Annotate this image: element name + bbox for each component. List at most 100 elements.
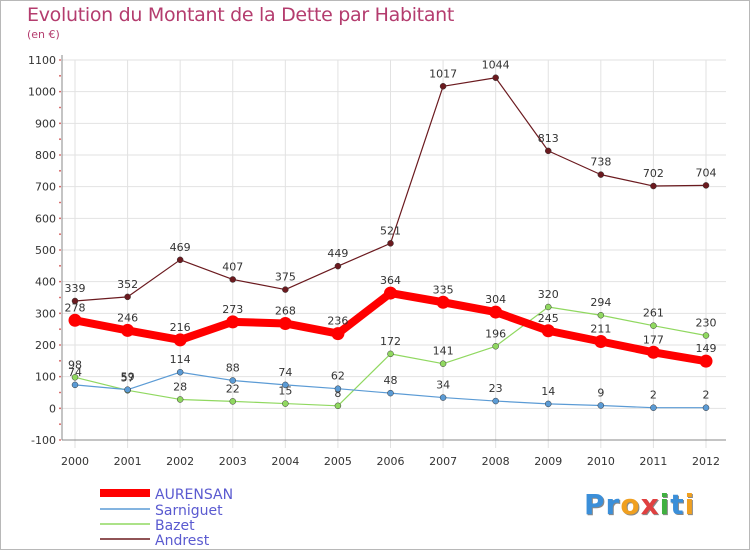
data-label: 62 <box>331 370 345 383</box>
data-label: 364 <box>380 274 401 287</box>
y-minor-tick <box>59 391 61 394</box>
y-tick-label: 300 <box>35 307 56 320</box>
data-label: 177 <box>643 333 664 346</box>
data-label: 320 <box>538 288 559 301</box>
data-point <box>334 385 342 392</box>
data-label: 8 <box>334 387 341 400</box>
y-minor-tick <box>59 439 61 441</box>
data-label: 34 <box>436 379 450 392</box>
data-label: 2 <box>703 389 710 402</box>
y-minor-tick <box>59 328 61 331</box>
x-tick-label: 2008 <box>482 455 510 468</box>
data-point <box>229 276 236 283</box>
y-minor-tick <box>59 185 61 188</box>
data-label: 278 <box>65 301 86 314</box>
data-label: 98 <box>68 358 82 371</box>
data-point <box>229 377 236 384</box>
data-label: 469 <box>170 241 191 254</box>
data-point <box>594 335 608 349</box>
y-tick-label: 100 <box>35 371 56 384</box>
data-label: 149 <box>696 342 717 355</box>
data-point <box>597 311 605 319</box>
y-minor-tick <box>59 233 61 236</box>
data-point <box>650 182 657 190</box>
y-tick-label: 600 <box>35 212 56 225</box>
data-label: 246 <box>117 311 138 324</box>
y-minor-tick <box>59 122 61 125</box>
y-minor-tick <box>59 169 61 172</box>
x-tick-label: 2007 <box>429 455 457 468</box>
data-point <box>650 322 657 329</box>
x-tick-label: 2003 <box>219 455 247 468</box>
y-tick-label: 400 <box>35 276 56 289</box>
data-label: 211 <box>590 323 611 336</box>
logo-letter: o <box>620 488 641 521</box>
chart-subtitle: (en €) <box>27 28 60 41</box>
legend-label-andrest: Andrest <box>155 533 210 549</box>
data-label: 172 <box>380 335 401 348</box>
data-point <box>492 74 499 81</box>
data-point <box>545 400 552 408</box>
data-point <box>226 315 240 329</box>
data-label: 704 <box>696 166 717 179</box>
data-point <box>176 396 184 403</box>
data-point <box>699 354 713 368</box>
data-point <box>71 374 79 381</box>
x-tick-label: 2000 <box>61 455 89 468</box>
legend-label-aurensan: AURENSAN <box>155 487 233 503</box>
data-label: 22 <box>226 382 240 395</box>
data-label: 273 <box>222 303 243 316</box>
data-label: 48 <box>384 374 398 387</box>
data-point <box>597 171 605 178</box>
data-label: 261 <box>643 307 664 320</box>
data-point <box>71 381 79 389</box>
y-minor-tick <box>59 264 61 267</box>
y-tick-label: 800 <box>35 149 56 162</box>
data-point <box>176 368 184 376</box>
data-point <box>545 303 552 311</box>
data-point <box>384 286 397 300</box>
data-label: 738 <box>590 156 611 169</box>
y-minor-tick <box>59 201 61 204</box>
data-label: 114 <box>170 353 191 366</box>
data-point <box>597 402 605 409</box>
data-label: 449 <box>327 247 348 260</box>
data-point <box>541 324 555 338</box>
data-label: 236 <box>327 315 348 328</box>
data-point <box>71 297 79 305</box>
data-label: 14 <box>541 385 555 398</box>
y-tick-label: 0 <box>49 402 56 415</box>
x-tick-label: 2004 <box>271 455 299 468</box>
y-minor-tick <box>59 344 61 346</box>
data-label: 28 <box>173 380 187 393</box>
data-point <box>702 404 710 411</box>
y-minor-tick <box>59 280 61 283</box>
data-label: 141 <box>433 345 454 358</box>
y-minor-tick <box>59 359 61 362</box>
y-minor-tick <box>59 74 61 77</box>
data-point <box>702 182 710 189</box>
data-point <box>68 313 82 327</box>
data-label: 245 <box>538 312 559 325</box>
x-tick-label: 2005 <box>324 455 352 468</box>
proxiti-logo: Proxiti <box>584 488 695 521</box>
y-tick-label: 500 <box>35 244 56 257</box>
y-minor-tick <box>59 407 61 410</box>
logo-letter: x <box>640 488 660 521</box>
y-tick-label: 200 <box>35 339 56 352</box>
data-point <box>702 332 710 339</box>
data-label: 702 <box>643 167 664 180</box>
y-minor-tick <box>59 312 61 315</box>
data-point <box>121 323 135 337</box>
data-label: 57 <box>121 371 135 384</box>
data-label: 375 <box>275 271 296 284</box>
data-point <box>436 295 450 309</box>
y-tick-label: -100 <box>31 434 56 447</box>
data-label: 196 <box>485 327 506 340</box>
data-point <box>439 394 447 401</box>
y-tick-label: 1100 <box>28 54 56 67</box>
data-point <box>331 327 345 341</box>
data-point <box>650 404 657 411</box>
data-label: 23 <box>489 382 503 395</box>
